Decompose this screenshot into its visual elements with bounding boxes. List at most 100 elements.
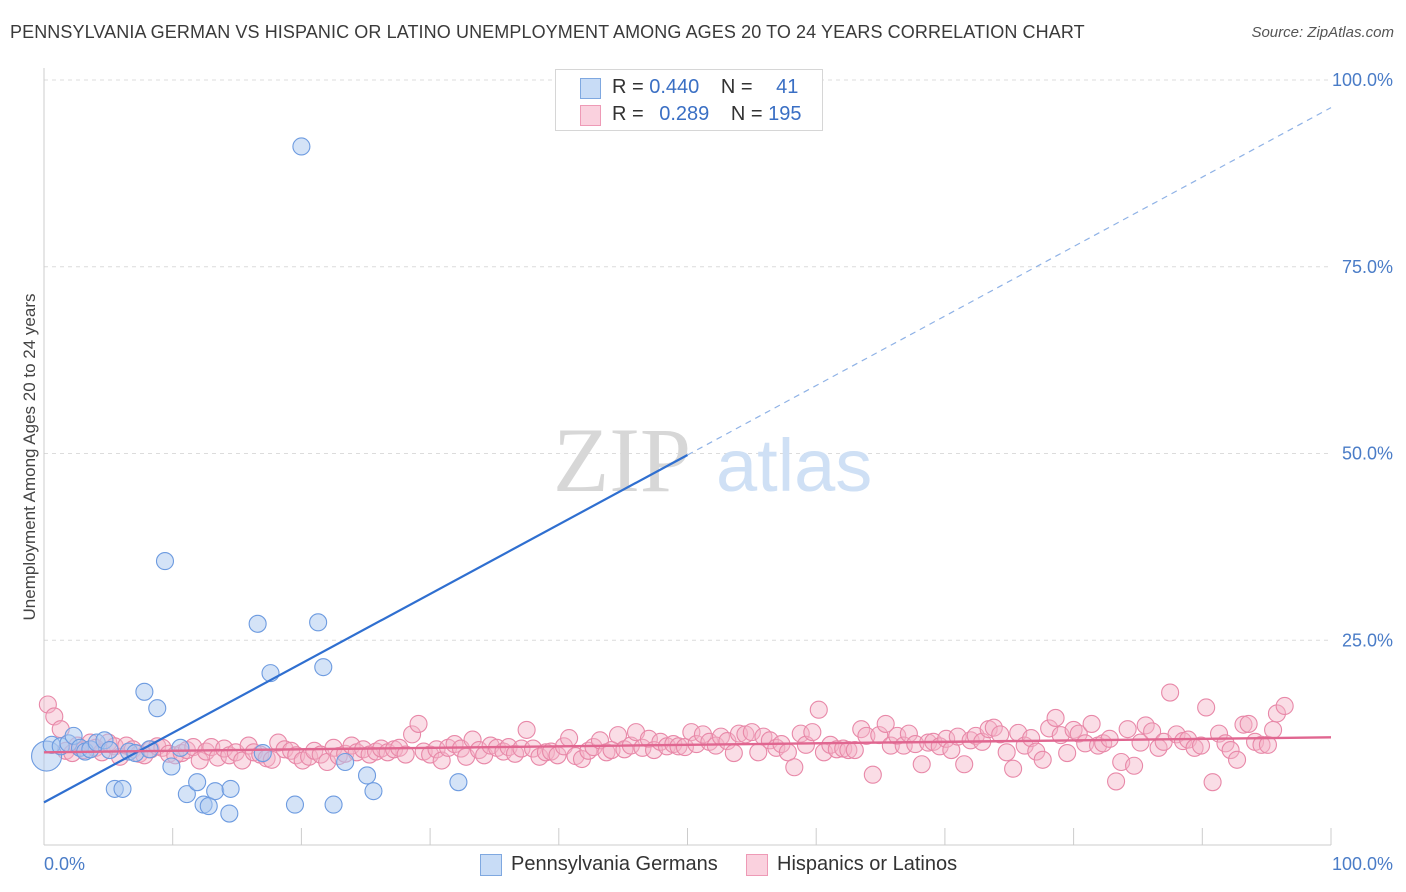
point-pennsylvania-germans	[155, 552, 175, 571]
point-hispanics	[1267, 704, 1286, 723]
point-hispanics	[997, 743, 1016, 762]
trend-line-hispanics	[43, 736, 1332, 754]
point-pennsylvania-germans	[148, 699, 167, 718]
legend-r-label: R =	[612, 103, 650, 125]
point-hispanics	[809, 700, 828, 719]
point-hispanics	[863, 765, 882, 784]
point-hispanics	[845, 741, 864, 760]
point-pennsylvania-germans	[171, 738, 190, 757]
bottom-legend-swatch-pink	[746, 854, 768, 876]
point-hispanics	[1069, 724, 1088, 743]
point-hispanics	[857, 726, 876, 745]
watermark-atlas: atlas	[716, 424, 872, 507]
source-label: Source: ZipAtlas.com	[1251, 24, 1394, 41]
point-hispanics	[1197, 698, 1216, 717]
point-hispanics	[1004, 759, 1023, 778]
point-hispanics	[675, 738, 694, 757]
point-hispanics	[1022, 729, 1041, 748]
bottom-legend-swatch-blue	[480, 854, 502, 876]
point-hispanics	[1191, 736, 1211, 755]
point-hispanics	[1125, 756, 1144, 775]
legend-r-value: 0.289	[659, 103, 710, 125]
point-pennsylvania-germans	[248, 614, 267, 633]
point-pennsylvania-germans	[285, 795, 305, 814]
point-hispanics	[1239, 714, 1258, 733]
point-hispanics	[1118, 720, 1137, 739]
y-tick-label: 100.0%	[1332, 70, 1393, 90]
legend-swatch-pink	[580, 105, 601, 126]
y-tick-label: 75.0%	[1342, 257, 1393, 277]
point-pennsylvania-germans	[188, 773, 207, 792]
y-axis-label: Unemployment Among Ages 20 to 24 years	[20, 294, 39, 621]
point-pennsylvania-germans	[292, 137, 311, 156]
point-hispanics	[724, 743, 743, 763]
point-hispanics	[888, 726, 907, 745]
tick-labels: 100.0% 75.0% 50.0% 25.0% 0.0% 100.0%	[44, 70, 1393, 874]
point-hispanics	[791, 724, 810, 743]
point-hispanics	[469, 741, 489, 760]
point-hispanics	[190, 751, 209, 770]
point-pennsylvania-germans	[100, 741, 119, 760]
series-hispanics-points	[38, 683, 1294, 792]
legend-swatch-blue	[580, 78, 601, 99]
watermark-zip: ZIP	[553, 409, 691, 511]
point-hispanics	[955, 755, 974, 774]
point-pennsylvania-germans	[253, 743, 272, 763]
point-pennsylvania-germans	[177, 785, 196, 804]
point-pennsylvania-germans	[449, 773, 468, 792]
bottom-legend-label: Pennsylvania Germans	[511, 853, 718, 875]
point-pennsylvania-germans	[364, 782, 383, 801]
trend-line-pennsylvania-germans	[43, 454, 689, 804]
point-hispanics	[912, 755, 931, 774]
point-hispanics	[1252, 735, 1271, 754]
point-hispanics	[1234, 715, 1253, 734]
point-hispanics	[1082, 714, 1101, 733]
axes	[43, 68, 1332, 846]
legend-n-label: N =	[730, 103, 769, 125]
point-hispanics	[409, 714, 428, 733]
point-pennsylvania-germans	[357, 766, 377, 785]
trend-line-pennsylvania-germans-projection	[687, 107, 1332, 456]
point-hispanics	[403, 725, 422, 744]
point-hispanics	[682, 723, 701, 742]
point-hispanics	[839, 741, 858, 760]
point-hispanics	[803, 723, 822, 742]
point-hispanics	[396, 745, 415, 764]
stats-legend: R = 0.440 N = 41 R = 0.289 N = 195	[555, 69, 823, 131]
bottom-legend-label: Hispanics or Latinos	[777, 853, 958, 875]
point-hispanics	[1275, 696, 1294, 716]
x-tick-label: 100.0%	[1332, 854, 1393, 874]
point-hispanics	[1203, 773, 1222, 792]
chart-title: PENNSYLVANIA GERMAN VS HISPANIC OR LATIN…	[10, 22, 1085, 42]
legend-r-value: 0.440	[649, 76, 700, 98]
point-pennsylvania-germans	[336, 752, 355, 772]
point-hispanics	[517, 720, 536, 739]
point-hispanics	[876, 714, 895, 733]
point-hispanics	[639, 729, 658, 748]
point-pennsylvania-germans	[314, 658, 333, 677]
point-hispanics	[1107, 772, 1126, 791]
point-hispanics	[1264, 720, 1283, 739]
point-pennsylvania-germans	[324, 795, 343, 814]
x-tick-label: 0.0%	[44, 854, 85, 874]
point-pennsylvania-germans	[113, 779, 132, 798]
legend-r-label: R =	[612, 76, 650, 98]
point-pennsylvania-germans	[135, 682, 154, 701]
point-pennsylvania-germans	[206, 782, 225, 801]
point-pennsylvania-germans	[309, 613, 328, 632]
point-hispanics	[669, 737, 688, 756]
legend-n-value: 195	[768, 103, 802, 125]
point-hispanics	[633, 738, 652, 757]
point-pennsylvania-germans	[221, 779, 240, 798]
point-hispanics	[984, 718, 1003, 737]
point-hispanics	[693, 725, 712, 744]
series-pennsylvania-germans-points	[31, 70, 613, 823]
gridlines	[44, 79, 1331, 641]
point-hispanics	[1040, 719, 1059, 738]
trend-lines	[43, 107, 1332, 804]
legend-n-value: 41	[776, 76, 799, 98]
y-tick-label: 25.0%	[1342, 630, 1393, 650]
legend-n-label: N =	[720, 76, 759, 98]
point-hispanics	[560, 729, 579, 748]
